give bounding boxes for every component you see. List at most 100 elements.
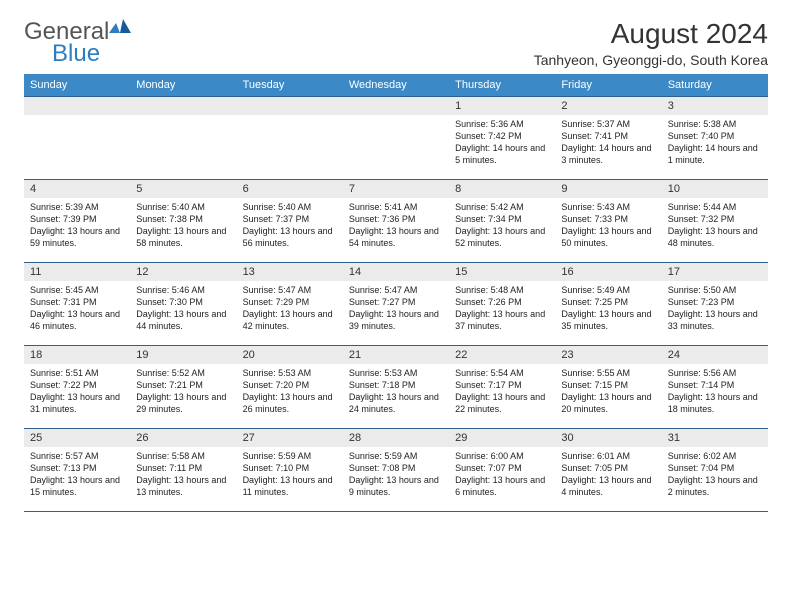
sunset-text: Sunset: 7:37 PM xyxy=(243,213,337,225)
sunrise-text: Sunrise: 5:40 AM xyxy=(243,201,337,213)
daylight-text: Daylight: 13 hours and 44 minutes. xyxy=(136,308,230,332)
day-cell: 28Sunrise: 5:59 AMSunset: 7:08 PMDayligh… xyxy=(343,429,449,511)
weekday-wed: Wednesday xyxy=(343,74,449,96)
day-content: Sunrise: 5:53 AMSunset: 7:18 PMDaylight:… xyxy=(343,364,449,418)
sunset-text: Sunset: 7:10 PM xyxy=(243,462,337,474)
day-number: 15 xyxy=(449,263,555,281)
weekday-thu: Thursday xyxy=(449,74,555,96)
day-number: 24 xyxy=(662,346,768,364)
daylight-text: Daylight: 13 hours and 31 minutes. xyxy=(30,391,124,415)
sunrise-text: Sunrise: 5:55 AM xyxy=(561,367,655,379)
week-row: 25Sunrise: 5:57 AMSunset: 7:13 PMDayligh… xyxy=(24,428,768,511)
day-cell: 10Sunrise: 5:44 AMSunset: 7:32 PMDayligh… xyxy=(662,180,768,262)
day-number: 23 xyxy=(555,346,661,364)
sunrise-text: Sunrise: 5:40 AM xyxy=(136,201,230,213)
daylight-text: Daylight: 13 hours and 48 minutes. xyxy=(668,225,762,249)
daylight-text: Daylight: 13 hours and 42 minutes. xyxy=(243,308,337,332)
sunset-text: Sunset: 7:15 PM xyxy=(561,379,655,391)
sunrise-text: Sunrise: 5:59 AM xyxy=(243,450,337,462)
sunrise-text: Sunrise: 5:50 AM xyxy=(668,284,762,296)
day-cell: 18Sunrise: 5:51 AMSunset: 7:22 PMDayligh… xyxy=(24,346,130,428)
month-title: August 2024 xyxy=(534,18,768,50)
day-cell: 1Sunrise: 5:36 AMSunset: 7:42 PMDaylight… xyxy=(449,97,555,179)
day-content: Sunrise: 5:55 AMSunset: 7:15 PMDaylight:… xyxy=(555,364,661,418)
daylight-text: Daylight: 13 hours and 24 minutes. xyxy=(349,391,443,415)
sunset-text: Sunset: 7:30 PM xyxy=(136,296,230,308)
day-content: Sunrise: 5:53 AMSunset: 7:20 PMDaylight:… xyxy=(237,364,343,418)
day-number: 1 xyxy=(449,97,555,115)
daylight-text: Daylight: 13 hours and 13 minutes. xyxy=(136,474,230,498)
daylight-text: Daylight: 13 hours and 58 minutes. xyxy=(136,225,230,249)
daylight-text: Daylight: 13 hours and 2 minutes. xyxy=(668,474,762,498)
sunset-text: Sunset: 7:39 PM xyxy=(30,213,124,225)
sunset-text: Sunset: 7:23 PM xyxy=(668,296,762,308)
header: General Blue August 2024 Tanhyeon, Gyeon… xyxy=(24,18,768,68)
day-cell: 23Sunrise: 5:55 AMSunset: 7:15 PMDayligh… xyxy=(555,346,661,428)
sunset-text: Sunset: 7:41 PM xyxy=(561,130,655,142)
sunset-text: Sunset: 7:13 PM xyxy=(30,462,124,474)
sunset-text: Sunset: 7:42 PM xyxy=(455,130,549,142)
sunrise-text: Sunrise: 5:43 AM xyxy=(561,201,655,213)
day-cell xyxy=(24,97,130,179)
day-number: 5 xyxy=(130,180,236,198)
day-content: Sunrise: 5:52 AMSunset: 7:21 PMDaylight:… xyxy=(130,364,236,418)
sunset-text: Sunset: 7:21 PM xyxy=(136,379,230,391)
daylight-text: Daylight: 13 hours and 6 minutes. xyxy=(455,474,549,498)
sunset-text: Sunset: 7:27 PM xyxy=(349,296,443,308)
day-number xyxy=(130,97,236,115)
sunset-text: Sunset: 7:08 PM xyxy=(349,462,443,474)
flag-icon xyxy=(109,17,131,33)
location: Tanhyeon, Gyeonggi-do, South Korea xyxy=(534,52,768,68)
daylight-text: Daylight: 13 hours and 4 minutes. xyxy=(561,474,655,498)
daylight-text: Daylight: 13 hours and 56 minutes. xyxy=(243,225,337,249)
day-content: Sunrise: 5:38 AMSunset: 7:40 PMDaylight:… xyxy=(662,115,768,169)
day-cell: 9Sunrise: 5:43 AMSunset: 7:33 PMDaylight… xyxy=(555,180,661,262)
day-cell: 31Sunrise: 6:02 AMSunset: 7:04 PMDayligh… xyxy=(662,429,768,511)
daylight-text: Daylight: 13 hours and 18 minutes. xyxy=(668,391,762,415)
day-number: 22 xyxy=(449,346,555,364)
sunset-text: Sunset: 7:18 PM xyxy=(349,379,443,391)
daylight-text: Daylight: 13 hours and 46 minutes. xyxy=(30,308,124,332)
day-cell: 22Sunrise: 5:54 AMSunset: 7:17 PMDayligh… xyxy=(449,346,555,428)
day-cell xyxy=(237,97,343,179)
day-cell: 4Sunrise: 5:39 AMSunset: 7:39 PMDaylight… xyxy=(24,180,130,262)
day-content: Sunrise: 5:56 AMSunset: 7:14 PMDaylight:… xyxy=(662,364,768,418)
day-number: 7 xyxy=(343,180,449,198)
sunrise-text: Sunrise: 5:52 AM xyxy=(136,367,230,379)
weekday-row: Sunday Monday Tuesday Wednesday Thursday… xyxy=(24,74,768,96)
day-number: 12 xyxy=(130,263,236,281)
sunrise-text: Sunrise: 5:53 AM xyxy=(243,367,337,379)
day-number: 6 xyxy=(237,180,343,198)
day-cell: 2Sunrise: 5:37 AMSunset: 7:41 PMDaylight… xyxy=(555,97,661,179)
sunset-text: Sunset: 7:33 PM xyxy=(561,213,655,225)
day-content: Sunrise: 5:49 AMSunset: 7:25 PMDaylight:… xyxy=(555,281,661,335)
day-number xyxy=(237,97,343,115)
day-content: Sunrise: 5:47 AMSunset: 7:27 PMDaylight:… xyxy=(343,281,449,335)
daylight-text: Daylight: 13 hours and 26 minutes. xyxy=(243,391,337,415)
daylight-text: Daylight: 13 hours and 50 minutes. xyxy=(561,225,655,249)
day-number: 4 xyxy=(24,180,130,198)
sunrise-text: Sunrise: 5:46 AM xyxy=(136,284,230,296)
day-content: Sunrise: 5:45 AMSunset: 7:31 PMDaylight:… xyxy=(24,281,130,335)
day-cell: 15Sunrise: 5:48 AMSunset: 7:26 PMDayligh… xyxy=(449,263,555,345)
calendar-end-rule xyxy=(24,511,768,512)
sunset-text: Sunset: 7:17 PM xyxy=(455,379,549,391)
day-cell: 21Sunrise: 5:53 AMSunset: 7:18 PMDayligh… xyxy=(343,346,449,428)
day-content: Sunrise: 5:44 AMSunset: 7:32 PMDaylight:… xyxy=(662,198,768,252)
title-block: August 2024 Tanhyeon, Gyeonggi-do, South… xyxy=(534,18,768,68)
weekday-fri: Friday xyxy=(555,74,661,96)
daylight-text: Daylight: 13 hours and 39 minutes. xyxy=(349,308,443,332)
day-number: 2 xyxy=(555,97,661,115)
day-content: Sunrise: 5:47 AMSunset: 7:29 PMDaylight:… xyxy=(237,281,343,335)
week-row: 1Sunrise: 5:36 AMSunset: 7:42 PMDaylight… xyxy=(24,96,768,179)
day-number: 8 xyxy=(449,180,555,198)
day-cell: 24Sunrise: 5:56 AMSunset: 7:14 PMDayligh… xyxy=(662,346,768,428)
sunrise-text: Sunrise: 5:45 AM xyxy=(30,284,124,296)
day-content: Sunrise: 5:39 AMSunset: 7:39 PMDaylight:… xyxy=(24,198,130,252)
sunset-text: Sunset: 7:36 PM xyxy=(349,213,443,225)
sunrise-text: Sunrise: 5:59 AM xyxy=(349,450,443,462)
sunset-text: Sunset: 7:25 PM xyxy=(561,296,655,308)
daylight-text: Daylight: 13 hours and 22 minutes. xyxy=(455,391,549,415)
sunrise-text: Sunrise: 5:49 AM xyxy=(561,284,655,296)
day-number: 30 xyxy=(555,429,661,447)
